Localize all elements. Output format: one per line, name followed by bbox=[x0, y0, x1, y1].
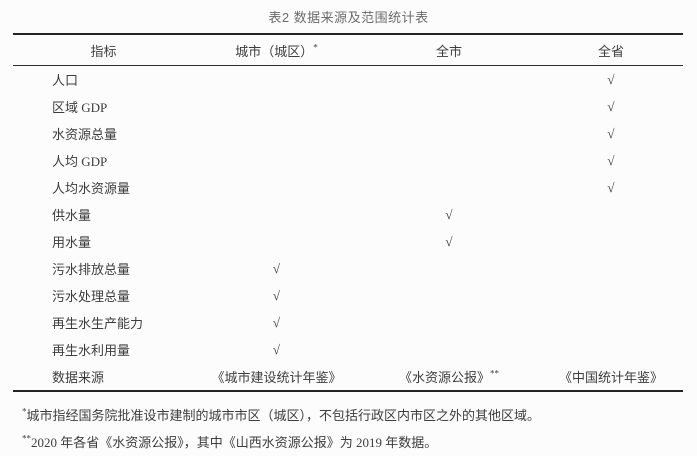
table-header-row: 指标 城市（城区）* 全市 全省 bbox=[13, 35, 683, 66]
column-header-indicator: 指标 bbox=[13, 41, 194, 60]
footnotes: *城市指经国务院批准设市建制的城市市区（城区），不包括行政区内市区之外的其他区域… bbox=[22, 402, 697, 456]
table-row: 水资源总量 √ bbox=[13, 120, 683, 147]
citywide-source-cell: 《水资源公报》** bbox=[359, 367, 539, 386]
table-row: 用水量 √ bbox=[13, 228, 683, 255]
indicator-cell: 再生水生产能力 bbox=[52, 316, 144, 331]
indicator-cell: 再生水利用量 bbox=[52, 343, 131, 358]
column-header-province: 全省 bbox=[539, 41, 683, 60]
indicator-cell: 人口 bbox=[52, 73, 79, 88]
citywide-cell: √ bbox=[445, 206, 453, 222]
column-header-label: 城市（城区） bbox=[235, 43, 314, 59]
indicator-cell: 人均 GDP bbox=[52, 154, 108, 169]
city-cell: √ bbox=[272, 260, 281, 276]
table-row: 再生水利用量 √ bbox=[13, 336, 683, 363]
indicator-cell: 污水处理总量 bbox=[52, 289, 131, 304]
province-cell: √ bbox=[607, 152, 615, 168]
footnote-marker: * bbox=[313, 42, 318, 53]
column-header-label: 全市 bbox=[435, 43, 462, 59]
indicator-cell: 数据来源 bbox=[52, 370, 105, 385]
province-source-cell: 《中国统计年鉴》 bbox=[539, 367, 683, 386]
source-label: 《城市建设统计年鉴》 bbox=[211, 370, 342, 385]
province-cell: √ bbox=[607, 71, 615, 87]
column-header-citywide: 全市 bbox=[359, 41, 539, 60]
data-table: 指标 城市（城区）* 全市 全省 人口 √ 区域 GDP √ 水资源总量 √ 人… bbox=[13, 33, 683, 392]
table-row: 区域 GDP √ bbox=[13, 93, 683, 120]
footnote-marker: * bbox=[22, 406, 27, 417]
city-source-cell: 《城市建设统计年鉴》 bbox=[194, 367, 359, 386]
table-row: 再生水生产能力 √ bbox=[13, 309, 683, 336]
source-label: 《水资源公报》 bbox=[398, 370, 490, 385]
footnote-text: 城市指经国务院批准设市建制的城市市区（城区），不包括行政区内市区之外的其他区域。 bbox=[26, 408, 541, 423]
column-header-city: 城市（城区）* bbox=[194, 41, 359, 60]
indicator-cell: 水资源总量 bbox=[52, 127, 118, 142]
table-row: 污水排放总量 √ bbox=[13, 255, 683, 282]
indicator-cell: 区域 GDP bbox=[52, 100, 108, 115]
province-cell: √ bbox=[607, 98, 615, 114]
city-cell: √ bbox=[272, 287, 281, 303]
footnote-text: 2020 年各省《水资源公报》，其中《山西水资源公报》为 2019 年数据。 bbox=[31, 435, 438, 450]
province-cell: √ bbox=[607, 125, 615, 141]
indicator-cell: 用水量 bbox=[52, 235, 92, 250]
column-header-label: 指标 bbox=[90, 43, 117, 59]
table-row: 人均 GDP √ bbox=[13, 147, 683, 174]
column-header-label: 全省 bbox=[597, 43, 624, 59]
city-cell: √ bbox=[272, 314, 281, 330]
footnote-marker: ** bbox=[22, 433, 31, 444]
footnote-marker: ** bbox=[490, 368, 499, 379]
table-row-data-sources: 数据来源 《城市建设统计年鉴》 《水资源公报》** 《中国统计年鉴》 bbox=[13, 363, 683, 390]
footnote-city-definition: *城市指经国务院批准设市建制的城市市区（城区），不包括行政区内市区之外的其他区域… bbox=[22, 402, 697, 429]
citywide-cell: √ bbox=[445, 233, 453, 249]
table-row: 人口 √ bbox=[13, 66, 683, 93]
table-caption: 表2 数据来源及范围统计表 bbox=[268, 10, 429, 25]
table-row: 污水处理总量 √ bbox=[13, 282, 683, 309]
indicator-cell: 供水量 bbox=[52, 208, 92, 223]
province-cell: √ bbox=[607, 179, 615, 195]
table-row: 供水量 √ bbox=[13, 201, 683, 228]
footnote-bulletin-year: **2020 年各省《水资源公报》，其中《山西水资源公报》为 2019 年数据。 bbox=[22, 429, 697, 456]
indicator-cell: 人均水资源量 bbox=[52, 181, 131, 196]
table-row: 人均水资源量 √ bbox=[13, 174, 683, 201]
city-cell: √ bbox=[272, 341, 281, 357]
indicator-cell: 污水排放总量 bbox=[52, 262, 131, 277]
source-label: 《中国统计年鉴》 bbox=[558, 370, 663, 385]
